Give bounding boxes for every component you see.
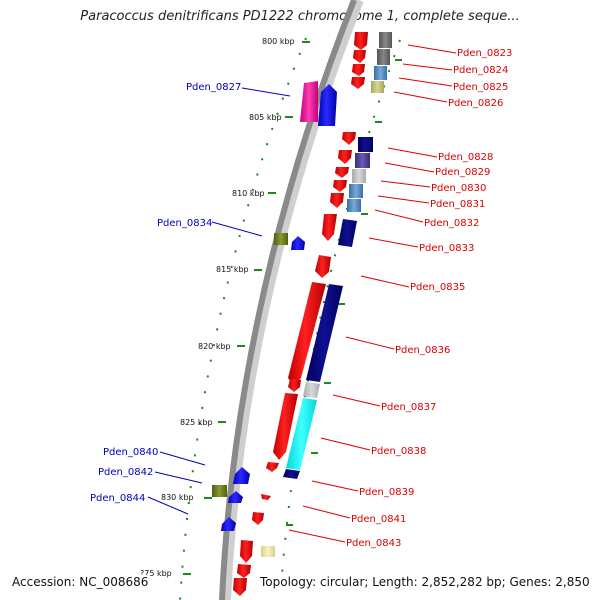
outer-annotation-track[interactable] [261, 32, 392, 557]
gene-feature[interactable] [330, 193, 344, 208]
gene-label[interactable]: Pden_0824 [453, 65, 508, 76]
gene-feature[interactable] [318, 84, 337, 126]
track-block[interactable] [303, 382, 320, 398]
gene-feature[interactable] [273, 393, 298, 460]
track-block[interactable] [358, 137, 373, 152]
gene-label[interactable]: Pden_0837 [381, 402, 436, 413]
track-block[interactable] [338, 219, 357, 247]
gene-feature[interactable] [212, 485, 227, 497]
gene-label[interactable]: Pden_0826 [448, 98, 503, 109]
gene-feature[interactable] [240, 540, 253, 563]
left-leader-lines [147, 87, 291, 515]
gene-feature[interactable] [233, 578, 247, 596]
reverse-genes[interactable] [212, 81, 337, 531]
gene-feature[interactable] [352, 64, 365, 76]
gene-feature[interactable] [237, 564, 251, 578]
track-block[interactable] [371, 81, 384, 93]
gene-label[interactable]: Pden_0840 [103, 447, 158, 458]
gene-label[interactable]: Pden_0843 [346, 538, 401, 549]
gene-label[interactable]: Pden_0823 [457, 48, 512, 59]
tick-label: 805 kbp [249, 113, 282, 122]
gene-label[interactable]: Pden_0842 [98, 467, 153, 478]
track-block[interactable] [306, 284, 343, 382]
inner-dotted-arc [179, 37, 307, 600]
gene-label[interactable]: Pden_0841 [351, 514, 406, 525]
gene-label[interactable]: Pden_0828 [438, 152, 493, 163]
track-block[interactable] [261, 546, 275, 557]
tick-label: 820 kbp [198, 342, 231, 351]
track-block[interactable] [379, 32, 392, 48]
tick-label: 800 kbp [262, 37, 295, 46]
gene-label[interactable]: Pden_0829 [435, 167, 490, 178]
gene-feature[interactable] [342, 132, 356, 145]
gene-label[interactable]: Pden_0830 [431, 183, 486, 194]
left-gene-labels: Pden_0827 Pden_0834 Pden_0840 Pden_0842 … [90, 82, 241, 504]
track-block[interactable] [377, 49, 390, 65]
gene-feature[interactable] [315, 255, 331, 278]
gene-label[interactable]: Pden_0836 [395, 345, 450, 356]
gene-label[interactable]: Pden_0831 [430, 199, 485, 210]
track-block[interactable] [283, 469, 300, 479]
track-block[interactable] [355, 153, 370, 168]
topology-text: Topology: circular; Length: 2,852,282 bp… [258, 575, 592, 589]
right-gene-labels: Pden_0823 Pden_0824 Pden_0825 Pden_0826 … [346, 48, 512, 549]
gene-label[interactable]: Pden_0825 [453, 82, 508, 93]
gene-label[interactable]: Pden_0839 [359, 487, 414, 498]
track-block[interactable] [374, 66, 387, 80]
outer-tick-marks [286, 59, 402, 526]
gene-feature[interactable] [333, 180, 347, 192]
gene-feature[interactable] [300, 81, 318, 122]
gene-label[interactable]: Pden_0832 [424, 218, 479, 229]
track-block[interactable] [352, 169, 366, 183]
gene-feature[interactable] [274, 233, 288, 245]
gene-feature[interactable] [351, 77, 365, 89]
gene-feature[interactable] [261, 494, 271, 500]
gene-feature[interactable] [288, 379, 301, 392]
tick-label: 810 kbp [232, 189, 265, 198]
gene-label[interactable]: Pden_0844 [90, 493, 145, 504]
forward-genes[interactable] [233, 32, 368, 596]
backbone-line [219, 0, 357, 600]
gene-feature[interactable] [354, 32, 368, 50]
gene-label[interactable]: Pden_0838 [371, 446, 426, 457]
gene-feature[interactable] [252, 512, 264, 525]
gene-feature[interactable] [291, 236, 305, 250]
gene-feature[interactable] [322, 214, 337, 241]
tick-label: 815 kbp [216, 265, 249, 274]
gene-feature[interactable] [233, 467, 250, 484]
gene-label[interactable]: Pden_0835 [410, 282, 465, 293]
backbone-shadow [221, 0, 364, 600]
gene-feature[interactable] [335, 167, 349, 178]
right-leader-lines [288, 44, 457, 543]
gene-feature[interactable] [353, 50, 366, 63]
track-block[interactable] [347, 199, 361, 212]
tick-label: 825 kbp [180, 418, 213, 427]
gene-feature[interactable] [228, 491, 243, 503]
gene-label[interactable]: Pden_0827 [186, 82, 241, 93]
track-block[interactable] [286, 398, 317, 470]
accession-text: Accession: NC_008686 [10, 575, 151, 589]
track-block[interactable] [349, 184, 363, 198]
gene-feature[interactable] [288, 282, 326, 386]
tick-label: ?75 kbp [140, 569, 172, 578]
map-title: Paracoccus denitrificans PD1222 chromoso… [80, 9, 520, 24]
gene-feature[interactable] [266, 462, 279, 472]
gene-label[interactable]: Pden_0833 [419, 243, 474, 254]
gene-feature[interactable] [338, 150, 352, 164]
gene-label[interactable]: Pden_0834 [157, 218, 212, 229]
tick-label: 830 kbp [161, 493, 194, 502]
kbp-ticks: 800 kbp 805 kbp 810 kbp 815 kbp 820 kbp … [140, 37, 310, 578]
gene-feature[interactable] [221, 517, 236, 531]
